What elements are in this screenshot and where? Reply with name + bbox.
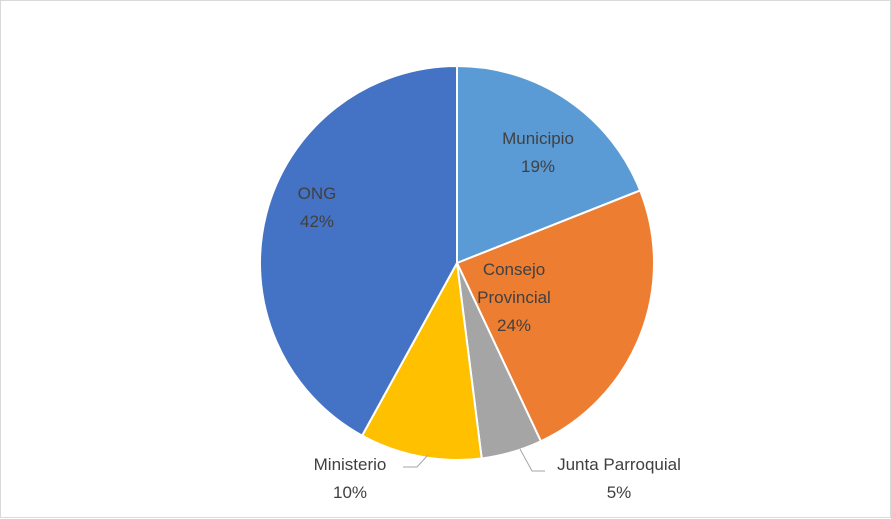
data-label-municipio: Municipio 19% bbox=[502, 129, 574, 176]
label-percent: 19% bbox=[521, 157, 555, 176]
slice-ministerio bbox=[360, 259, 483, 461]
slice-consejo-provincial bbox=[455, 189, 655, 443]
data-labels: Municipio 19% Consejo Provincial 24% Junta Pa… bbox=[298, 129, 681, 502]
slice-municipio bbox=[456, 64, 642, 265]
slice-ong bbox=[259, 64, 458, 437]
data-label-junta-parroquial: Junta Parroquial 5% bbox=[557, 455, 681, 502]
label-percent: 24% bbox=[497, 316, 531, 335]
slices-layer bbox=[259, 64, 655, 461]
label-name-line: Municipio bbox=[502, 129, 574, 148]
label-percent: 10% bbox=[333, 483, 367, 502]
data-label-ministerio: Ministerio 10% bbox=[314, 455, 387, 502]
label-name-line: Consejo bbox=[483, 260, 545, 279]
leader-line-ministerio bbox=[403, 454, 429, 468]
label-name-line: ONG bbox=[298, 184, 337, 203]
label-percent: 5% bbox=[607, 483, 632, 502]
label-name-line: Junta Parroquial bbox=[557, 455, 681, 474]
data-label-consejo-provincial: Consejo Provincial 24% bbox=[477, 260, 551, 335]
label-name-line: Provincial bbox=[477, 288, 551, 307]
leader-lines bbox=[403, 448, 545, 472]
label-percent: 42% bbox=[300, 212, 334, 231]
label-name-line: Ministerio bbox=[314, 455, 387, 474]
data-label-ong: ONG 42% bbox=[298, 184, 337, 231]
leader-line-junta-parroquial bbox=[519, 448, 545, 472]
